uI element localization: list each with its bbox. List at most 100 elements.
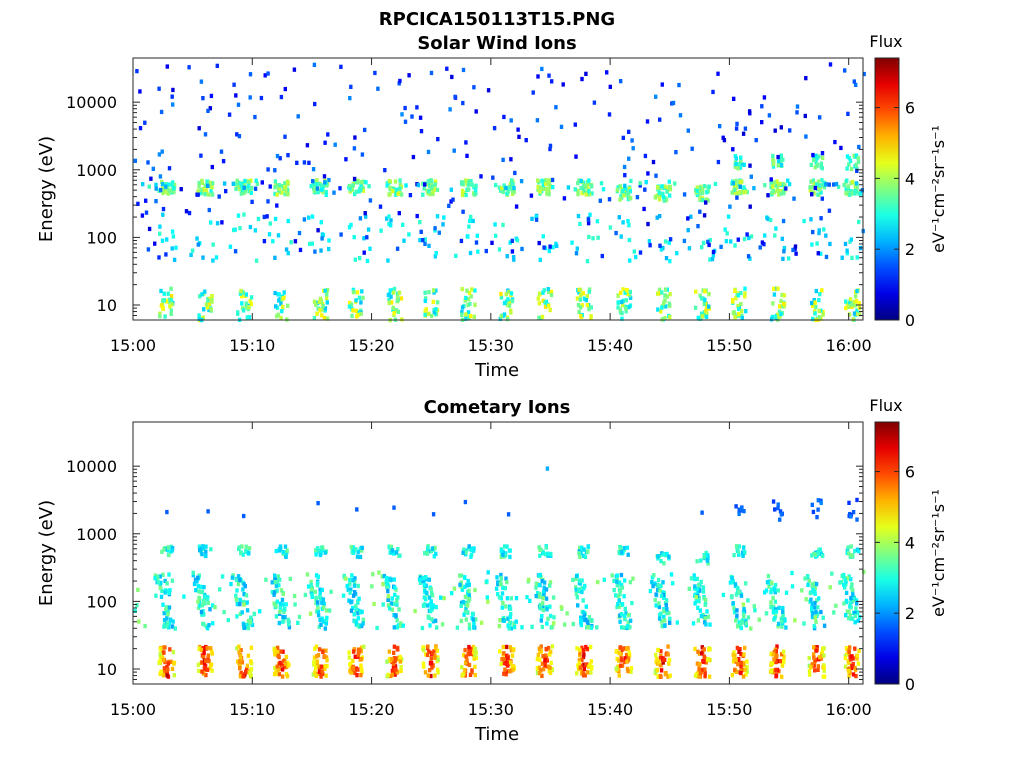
heatmap-cell <box>170 94 174 99</box>
heatmap-cell <box>242 582 246 587</box>
heatmap-cell <box>775 644 779 649</box>
heatmap-cell <box>547 178 551 183</box>
heatmap-cell <box>234 186 238 192</box>
heatmap-cell <box>500 591 505 596</box>
heatmap-cell <box>318 617 322 622</box>
heatmap-cell <box>371 572 375 577</box>
heatmap-cell <box>435 214 440 219</box>
heatmap-cell <box>165 673 169 678</box>
heatmap-cell <box>349 608 354 613</box>
heatmap-cell <box>356 623 360 628</box>
heatmap-cell <box>390 607 395 612</box>
heatmap-cell <box>847 312 852 317</box>
heatmap-cell <box>353 135 357 140</box>
heatmap-cell <box>822 653 826 658</box>
heatmap-cell <box>205 626 210 631</box>
heatmap-cell <box>757 617 761 622</box>
heatmap-cell <box>819 161 824 166</box>
heatmap-cell <box>702 555 706 560</box>
heatmap-cell <box>855 289 859 294</box>
heatmap-cell <box>171 234 176 239</box>
heatmap-cell <box>157 152 162 157</box>
heatmap-cell <box>627 650 631 655</box>
heatmap-cell <box>423 587 427 593</box>
heatmap-cell <box>537 291 542 296</box>
heatmap-cell <box>325 658 329 663</box>
heatmap-cell <box>355 507 359 512</box>
heatmap-cell <box>813 658 818 663</box>
heatmap-cell <box>381 582 385 587</box>
heatmap-cell <box>281 614 285 620</box>
heatmap-cell <box>726 214 731 219</box>
heatmap-cell <box>389 223 393 228</box>
heatmap-cell <box>848 613 853 618</box>
heatmap-cell <box>356 667 360 672</box>
heatmap-cell <box>210 299 214 304</box>
heatmap-cell <box>464 140 468 145</box>
heatmap-cell <box>854 606 858 611</box>
heatmap-cell <box>313 589 317 594</box>
heatmap-cell <box>467 544 471 549</box>
heatmap-cell <box>548 143 553 148</box>
heatmap-cell <box>235 132 239 137</box>
heatmap-cell <box>472 656 476 661</box>
heatmap-cell <box>370 584 374 589</box>
heatmap-cell <box>849 657 853 662</box>
heatmap-cell <box>507 186 511 191</box>
heatmap-cell <box>399 296 404 301</box>
heatmap-cell <box>241 308 246 313</box>
heatmap-cell <box>235 181 239 186</box>
heatmap-cell <box>694 289 698 294</box>
heatmap-cell <box>247 550 251 556</box>
heatmap-cell <box>356 312 360 318</box>
heatmap-cell <box>421 603 426 608</box>
heatmap-cell <box>468 313 473 319</box>
heatmap-cell <box>575 296 580 301</box>
heatmap-cell <box>735 645 740 651</box>
heatmap-cell <box>320 669 324 674</box>
heatmap-cell <box>387 649 391 654</box>
heatmap-cell <box>433 182 437 187</box>
heatmap-cell <box>580 657 584 662</box>
heatmap-cell <box>450 74 454 80</box>
heatmap-cell <box>197 544 202 549</box>
heatmap-cell <box>286 218 290 224</box>
heatmap-cell <box>423 182 427 187</box>
heatmap-cell <box>810 242 814 247</box>
heatmap-cell <box>667 610 671 616</box>
heatmap-cell <box>661 552 665 557</box>
heatmap-cell <box>280 674 285 679</box>
heatmap-cell <box>590 618 594 623</box>
heatmap-cell <box>542 585 546 590</box>
heatmap-cell <box>576 603 580 608</box>
heatmap-cell <box>238 577 242 583</box>
heatmap-cell <box>700 651 704 656</box>
heatmap-cell <box>303 592 308 598</box>
heatmap-cell <box>322 601 326 607</box>
heatmap-cell <box>574 587 578 593</box>
heatmap-cell <box>668 259 672 264</box>
heatmap-cell <box>158 585 163 590</box>
heatmap-cell <box>589 625 593 630</box>
heatmap-cell <box>460 192 465 198</box>
heatmap-cell <box>812 655 816 660</box>
heatmap-cell <box>627 223 631 228</box>
heatmap-cell <box>659 583 663 588</box>
heatmap-cell <box>239 656 243 661</box>
heatmap-cell <box>596 579 600 585</box>
heatmap-cell <box>664 304 668 309</box>
heatmap-cell <box>466 652 470 657</box>
heatmap-cell <box>809 590 813 595</box>
heatmap-cell <box>389 294 393 299</box>
heatmap-cell <box>268 221 272 226</box>
heatmap-cell <box>348 300 352 306</box>
heatmap-cell <box>652 573 656 578</box>
heatmap-cell <box>660 305 664 310</box>
heatmap-cell <box>468 214 473 219</box>
x-tick-label: 15:40 <box>587 336 633 355</box>
heatmap-cell <box>199 190 203 195</box>
heatmap-cell <box>511 255 516 260</box>
heatmap-cell <box>618 197 622 202</box>
heatmap-cell <box>209 547 213 552</box>
heatmap-cell <box>202 612 206 617</box>
